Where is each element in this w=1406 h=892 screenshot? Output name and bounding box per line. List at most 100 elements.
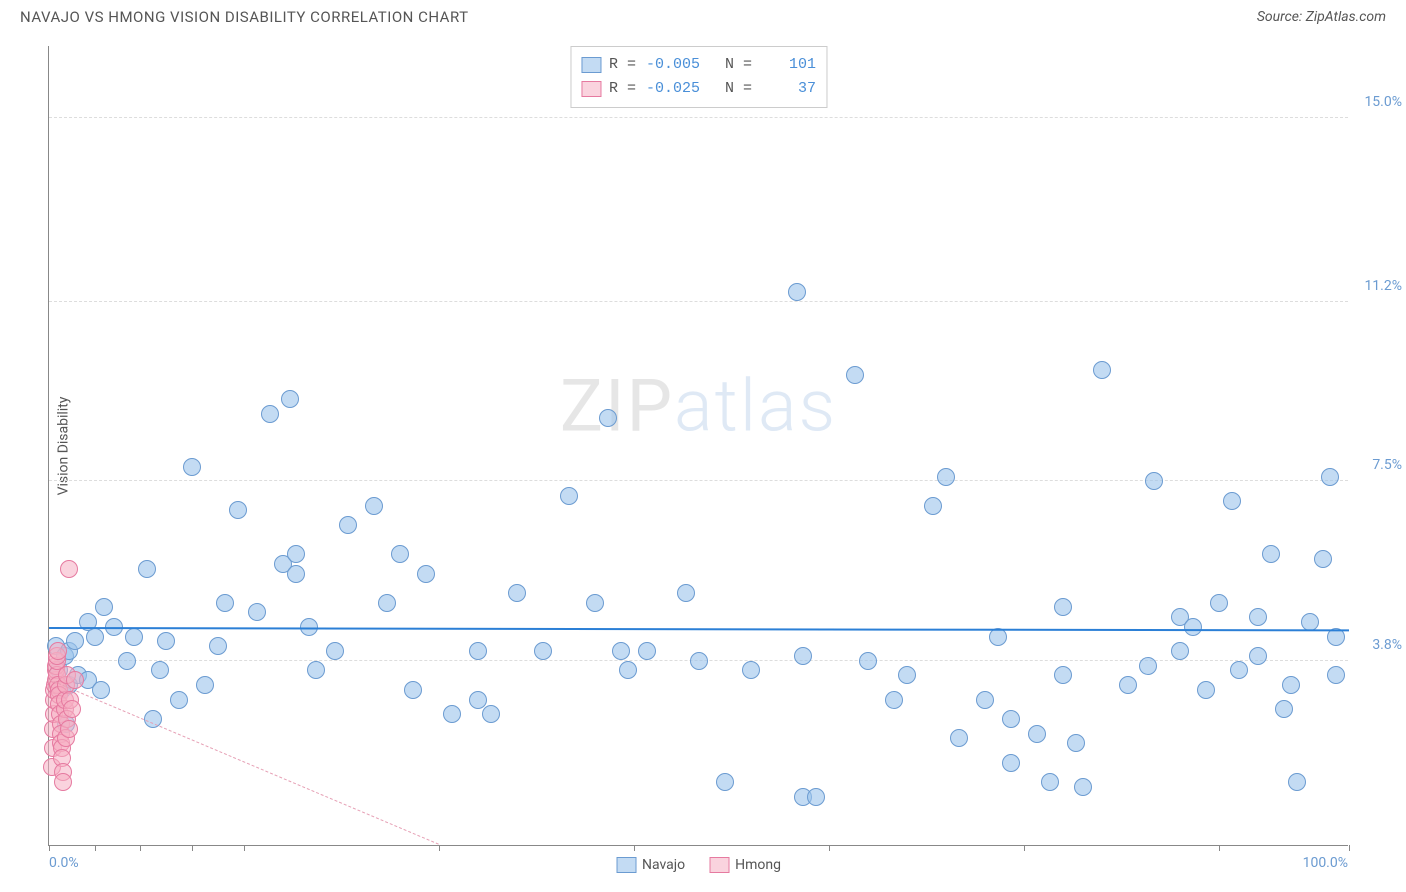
data-point [404,681,422,699]
data-point [794,647,812,665]
correlation-legend: R = -0.005 N = 101 R = -0.025 N = 37 [570,46,827,108]
data-point [950,729,968,747]
data-point [1230,661,1248,679]
x-tick [244,845,245,851]
data-point [690,652,708,670]
data-point [1275,700,1293,718]
data-point [1314,550,1332,568]
data-point [859,652,877,670]
data-point [1145,472,1163,490]
data-point [1327,666,1345,684]
data-point [807,788,825,806]
x-tick [1349,845,1350,851]
swatch-navajo-icon [616,857,636,873]
data-point [1321,468,1339,486]
y-tick-label: 15.0% [1364,94,1402,110]
data-point [443,705,461,723]
data-point [138,560,156,578]
data-point [95,598,113,616]
data-point [1301,613,1319,631]
data-point [1002,754,1020,772]
data-point [1282,676,1300,694]
data-point [196,676,214,694]
data-point [1028,725,1046,743]
data-point [326,642,344,660]
data-point [125,628,143,646]
data-point [885,691,903,709]
data-point [378,594,396,612]
data-point [216,594,234,612]
chart-source: Source: ZipAtlas.com [1257,9,1386,25]
watermark: ZIPatlas [560,363,837,448]
data-point [281,390,299,408]
x-max-label: 100.0% [1303,855,1348,871]
data-point [937,468,955,486]
data-point [248,603,266,621]
chart-header: NAVAJO VS HMONG VISION DISABILITY CORREL… [0,0,1406,30]
trend-line [49,679,439,845]
data-point [66,632,84,650]
data-point [1262,545,1280,563]
data-point [1249,647,1267,665]
data-point [1074,778,1092,796]
x-tick [829,845,830,851]
data-point [1054,666,1072,684]
swatch-hmong [581,81,601,97]
y-tick-label: 11.2% [1364,278,1402,294]
data-point [339,516,357,534]
series-legend: Navajo Hmong [616,857,781,873]
trend-line [49,627,1349,631]
data-point [469,642,487,660]
data-point [482,705,500,723]
grid-line [49,117,1348,118]
data-point [599,409,617,427]
data-point [1054,598,1072,616]
data-point [287,545,305,563]
legend-row-hmong: R = -0.025 N = 37 [581,77,816,101]
data-point [1119,676,1137,694]
data-point [229,501,247,519]
data-point [1067,734,1085,752]
legend-row-navajo: R = -0.005 N = 101 [581,53,816,77]
data-point [1139,657,1157,675]
data-point [86,628,104,646]
data-point [619,661,637,679]
data-point [742,661,760,679]
data-point [170,691,188,709]
data-point [1197,681,1215,699]
x-tick [95,845,96,851]
data-point [677,584,695,602]
x-tick [1024,845,1025,851]
data-point [307,661,325,679]
data-point [261,405,279,423]
data-point [976,691,994,709]
grid-line [49,301,1348,302]
data-point [417,565,435,583]
scatter-chart: ZIPatlas R = -0.005 N = 101 R = -0.025 N… [48,46,1348,846]
data-point [287,565,305,583]
data-point [534,642,552,660]
legend-item-navajo: Navajo [616,857,685,873]
data-point [1171,642,1189,660]
data-point [151,661,169,679]
data-point [1288,773,1306,791]
data-point [391,545,409,563]
data-point [508,584,526,602]
data-point [365,497,383,515]
data-point [1093,361,1111,379]
x-tick [192,845,193,851]
legend-item-hmong: Hmong [709,857,781,873]
data-point [586,594,604,612]
data-point [49,642,67,660]
x-tick [634,845,635,851]
x-tick [439,845,440,851]
y-tick-label: 7.5% [1372,457,1402,473]
x-tick [140,845,141,851]
data-point [92,681,110,699]
data-point [60,720,78,738]
data-point [209,637,227,655]
swatch-hmong-icon [709,857,729,873]
data-point [1223,492,1241,510]
data-point [1249,608,1267,626]
x-tick [1219,845,1220,851]
